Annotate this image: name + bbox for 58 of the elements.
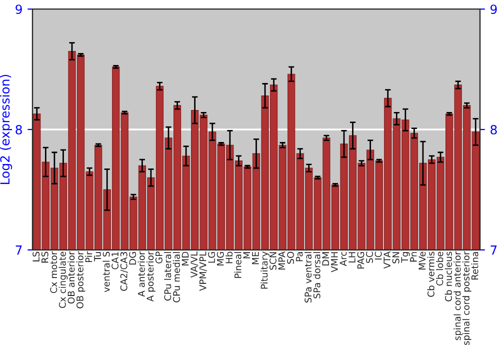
x-tick-label: Tu <box>94 252 101 262</box>
x-tick-label: ME <box>252 252 259 264</box>
x-tick-label: VPM/VPL <box>199 251 207 291</box>
y-axis-title: Log2 (expression) <box>0 74 12 184</box>
x-tick-label: Cb nucleus <box>444 252 452 302</box>
x-tick-label: Pa <box>296 252 303 262</box>
x-tick-label: RS <box>41 252 48 263</box>
y2-tick-label: 7 <box>490 246 497 255</box>
y-tick-label: 9 <box>16 4 22 14</box>
x-tick-label: VMH <box>331 252 338 272</box>
x-tick-label: LS <box>32 252 40 262</box>
x-tick-label: M <box>243 252 250 258</box>
x-tick-label: LH <box>348 252 356 262</box>
x-tick-label: VA/VL <box>190 251 198 278</box>
x-tick-label: A anterior <box>138 251 145 297</box>
y-tick-label: 7 <box>16 246 22 255</box>
x-tick-label: MVe <box>418 252 426 270</box>
x-tick-label: Pineal <box>234 252 242 278</box>
x-tick-label: CA1 <box>112 252 119 270</box>
y-tick-label: 8 <box>16 124 22 134</box>
x-tick-label: Retina <box>471 252 478 280</box>
x-tick-label: MG <box>216 252 224 266</box>
x-tick-label: Tg <box>401 252 410 263</box>
x-tick-label: SCN <box>270 252 276 270</box>
x-tick-label: OB anterior <box>68 251 75 304</box>
x-tick-label: Pituitary <box>260 252 270 289</box>
x-tick-label: PAG <box>357 252 364 269</box>
x-tick-label: Hb <box>225 252 233 264</box>
x-tick-label: ventral S <box>102 252 110 292</box>
x-tick-label: Cb lobe <box>436 252 444 286</box>
x-tick-label: SPa ventral <box>304 252 312 303</box>
x-tick-label: CPu lateral <box>164 252 172 301</box>
x-tick-label: SPa dorsal <box>313 252 320 298</box>
x-tick-label: DM <box>322 252 329 266</box>
x-tick-label: Pir <box>85 251 92 262</box>
x-tick-label: CA2/CA3 <box>120 252 128 291</box>
x-tick-label: CPu medial <box>172 252 180 302</box>
x-tick-label: SO <box>287 252 294 264</box>
x-tick-label: Arc <box>340 252 347 266</box>
x-tick-label: Cb vermis <box>427 252 434 297</box>
x-tick-label: A posterior <box>146 251 156 302</box>
x-tick-label: SC <box>366 252 373 263</box>
x-tick-label: Pn <box>410 252 417 262</box>
y2-tick-label: 9 <box>490 4 497 14</box>
x-tick-label: SN <box>392 252 400 264</box>
x-tick-label: spinal cord posterior <box>462 251 472 345</box>
y2-tick-label: 8 <box>490 124 497 134</box>
x-tick-label: DG <box>129 252 136 265</box>
x-tick-label: VTA <box>384 251 390 269</box>
x-tick-label: OB posterior <box>76 251 86 308</box>
x-tick-label: MD <box>182 252 189 266</box>
x-tick-label: Cx motor <box>50 251 58 294</box>
x-tick-label: MPA <box>278 251 286 270</box>
x-tick-label: IC <box>374 252 382 260</box>
x-tick-label: spinal cord anterior <box>454 251 462 340</box>
x-tick-label: GP <box>155 252 162 264</box>
x-tick-label: Cx cingulate <box>58 252 68 308</box>
x-tick-label: LG <box>208 252 216 263</box>
